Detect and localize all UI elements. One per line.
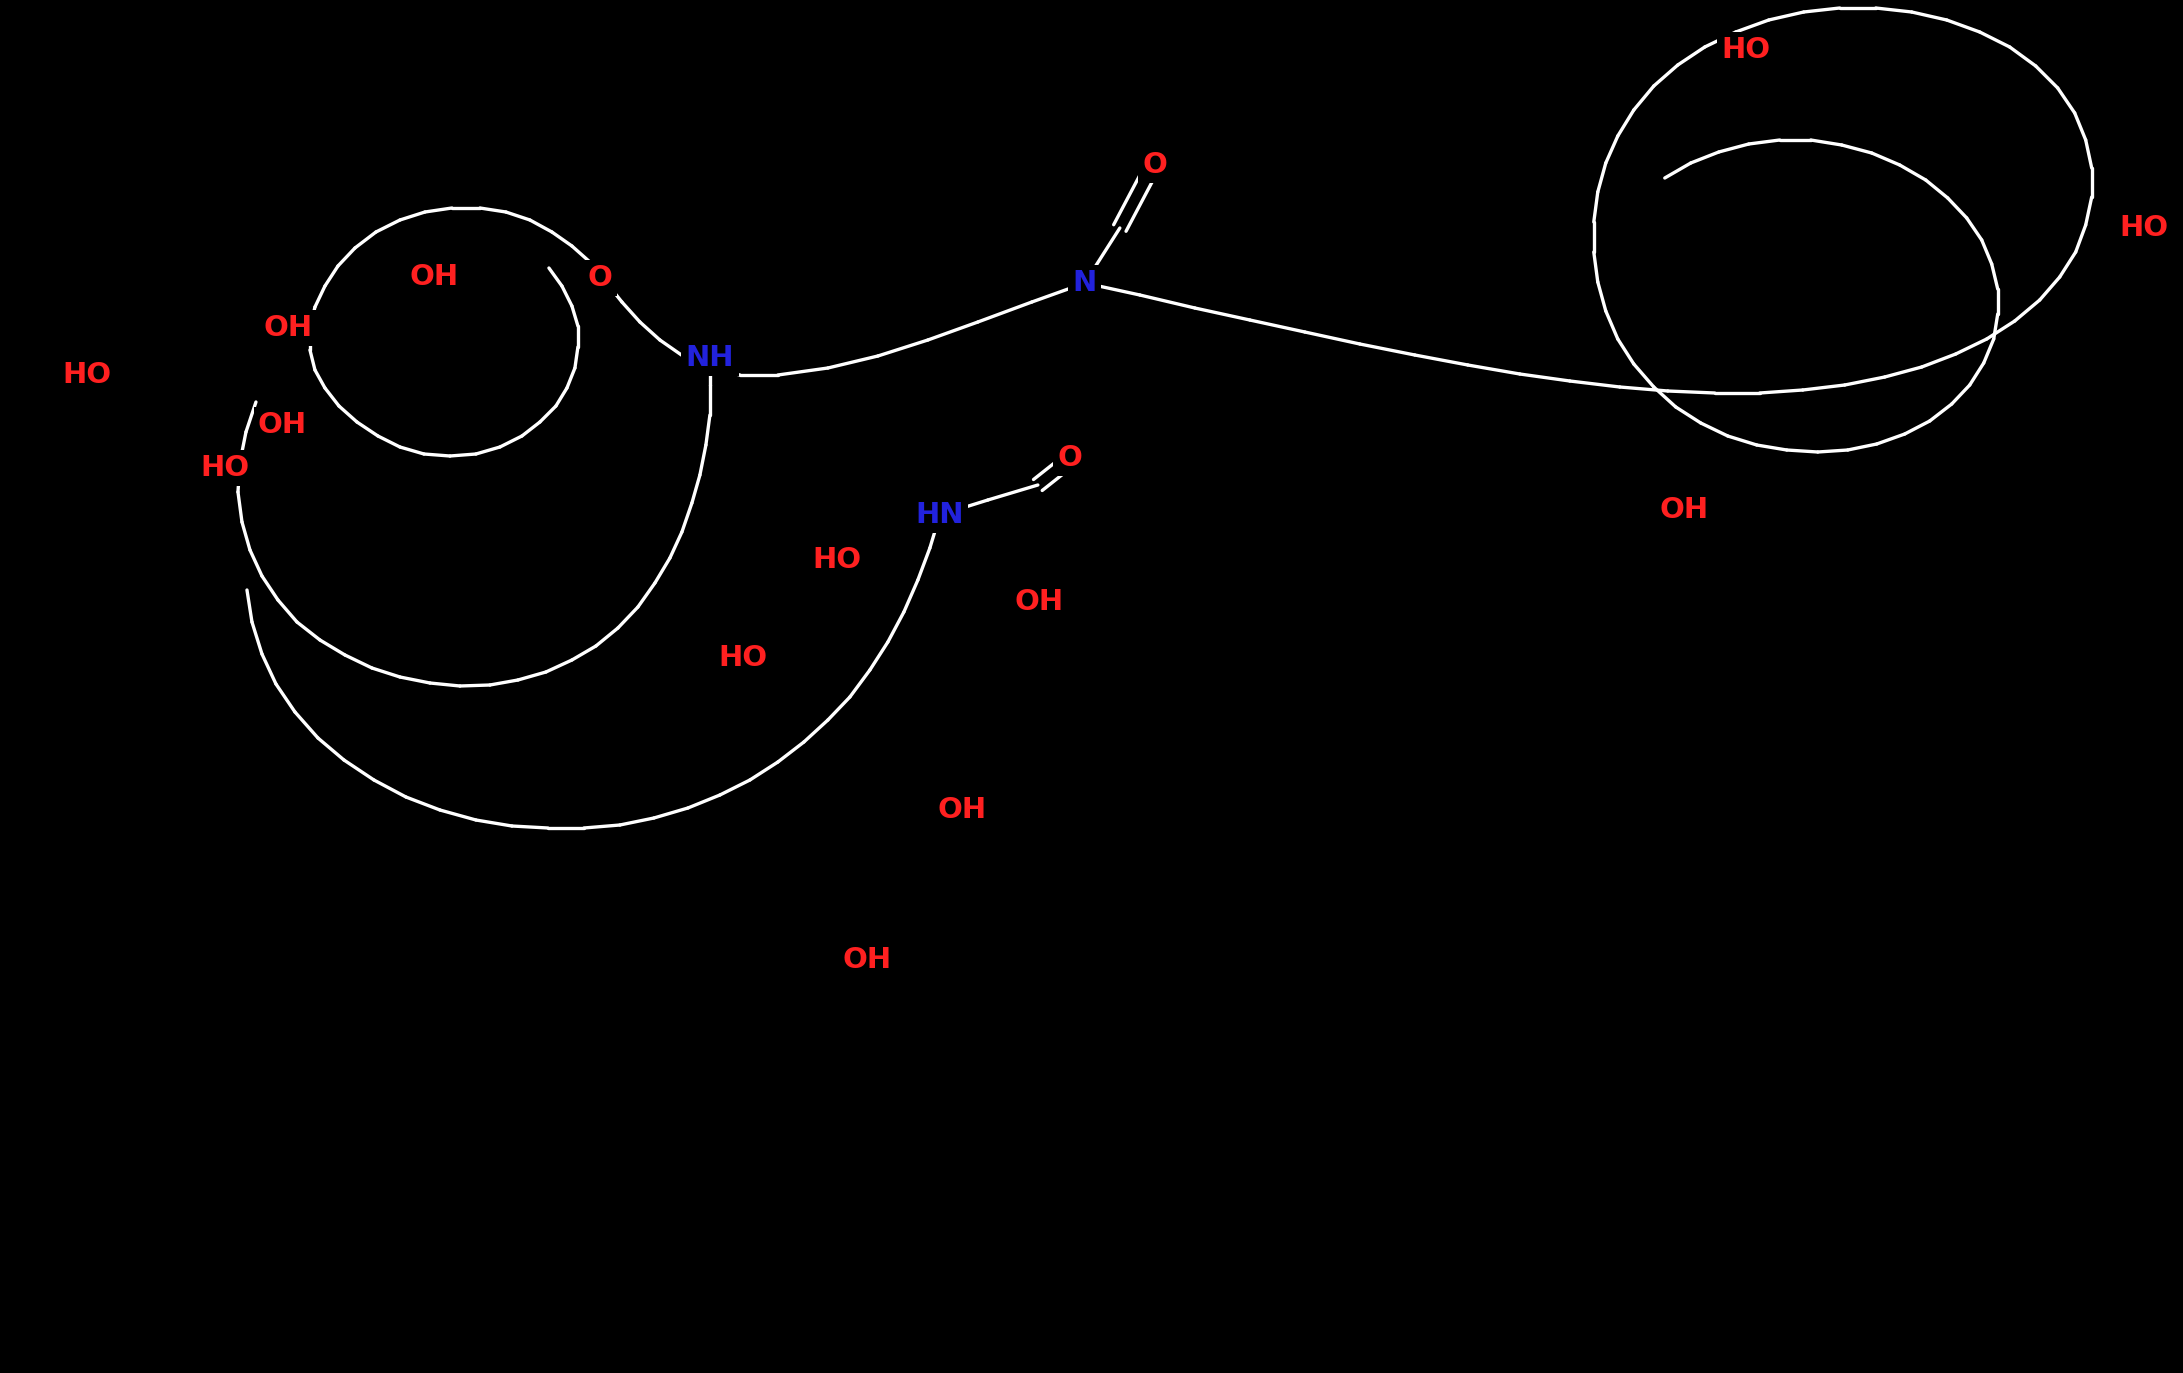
Text: HO: HO xyxy=(201,454,249,482)
Text: O: O xyxy=(1142,151,1168,178)
Text: HO: HO xyxy=(1722,36,1770,65)
Text: OH: OH xyxy=(258,411,308,439)
Text: OH: OH xyxy=(843,946,893,973)
Text: OH: OH xyxy=(1015,588,1063,616)
Text: OH: OH xyxy=(1659,496,1709,524)
Text: O: O xyxy=(587,264,613,292)
Text: OH: OH xyxy=(410,264,458,291)
Text: OH: OH xyxy=(264,314,312,342)
Text: HN: HN xyxy=(915,501,965,529)
Text: HO: HO xyxy=(61,361,111,389)
Text: OH: OH xyxy=(939,796,987,824)
Text: HO: HO xyxy=(812,546,860,574)
Text: N: N xyxy=(1072,269,1098,297)
Text: O: O xyxy=(1057,443,1083,472)
Text: HO: HO xyxy=(2120,214,2170,242)
Text: HO: HO xyxy=(718,644,766,671)
Text: NH: NH xyxy=(685,345,733,372)
